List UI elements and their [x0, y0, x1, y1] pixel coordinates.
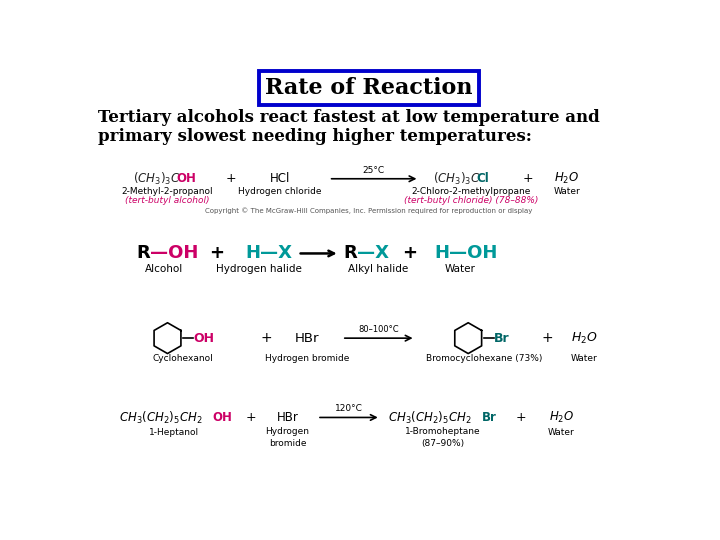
Text: primary slowest needing higher temperatures:: primary slowest needing higher temperatu…: [98, 128, 531, 145]
Text: Tertiary alcohols react fastest at low temperature and: Tertiary alcohols react fastest at low t…: [98, 110, 600, 126]
Text: HBr: HBr: [294, 332, 319, 345]
Text: Cyclohexanol: Cyclohexanol: [153, 354, 213, 363]
Text: OH: OH: [177, 172, 197, 185]
Text: (tert-butyl alcohol): (tert-butyl alcohol): [125, 196, 210, 205]
Text: 80–100°C: 80–100°C: [358, 325, 399, 334]
Text: —OH: —OH: [150, 245, 199, 262]
Text: 25°C: 25°C: [363, 166, 384, 175]
Text: Hydrogen
bromide: Hydrogen bromide: [266, 428, 310, 448]
Text: Alcohol: Alcohol: [145, 264, 183, 274]
Text: Copyright © The McGraw-Hill Companies, Inc. Permission required for reproduction: Copyright © The McGraw-Hill Companies, I…: [205, 207, 533, 214]
Text: $(CH_3)_3C$: $(CH_3)_3C$: [132, 171, 180, 187]
Text: Cl: Cl: [477, 172, 490, 185]
Text: 2-Chloro-2-methylpropane: 2-Chloro-2-methylpropane: [412, 187, 531, 197]
Text: Hydrogen bromide: Hydrogen bromide: [265, 354, 349, 363]
Text: +: +: [516, 411, 526, 424]
Text: 1-Bromoheptane
(87–90%): 1-Bromoheptane (87–90%): [405, 428, 480, 448]
Text: Water: Water: [445, 264, 476, 274]
Text: $H_2O$: $H_2O$: [571, 330, 598, 346]
Text: Br: Br: [494, 332, 510, 345]
Text: Alkyl halide: Alkyl halide: [348, 264, 408, 274]
Text: H—X: H—X: [245, 245, 292, 262]
Text: +: +: [209, 245, 224, 262]
Text: +: +: [402, 245, 418, 262]
Text: 120°C: 120°C: [335, 404, 363, 414]
Text: Rate of Reaction: Rate of Reaction: [265, 77, 473, 99]
Text: $CH_3(CH_2)_5CH_2$: $CH_3(CH_2)_5CH_2$: [388, 409, 472, 426]
Text: $H_2O$: $H_2O$: [549, 410, 574, 425]
Text: +: +: [246, 411, 256, 424]
Text: 1-Heptanol: 1-Heptanol: [148, 428, 199, 437]
Text: R: R: [343, 245, 357, 262]
Text: +: +: [261, 331, 272, 345]
Text: OH: OH: [193, 332, 214, 345]
Text: R: R: [137, 245, 150, 262]
Bar: [259, 71, 479, 105]
Text: OH: OH: [212, 411, 233, 424]
Text: +: +: [226, 172, 236, 185]
Text: H—OH: H—OH: [435, 245, 498, 262]
Text: Bromocyclohexane (73%): Bromocyclohexane (73%): [426, 354, 542, 363]
Text: 2-Methyl-2-propanol: 2-Methyl-2-propanol: [122, 187, 213, 197]
Text: HCl: HCl: [270, 172, 290, 185]
Text: Br: Br: [482, 411, 497, 424]
Text: Hydrogen halide: Hydrogen halide: [216, 264, 302, 274]
Text: Water: Water: [548, 428, 575, 437]
Text: (tert-butyl chloride) (78–88%): (tert-butyl chloride) (78–88%): [404, 196, 539, 205]
Text: Water: Water: [553, 187, 580, 197]
Text: Hydrogen chloride: Hydrogen chloride: [238, 187, 322, 197]
Text: +: +: [541, 331, 553, 345]
Text: $CH_3(CH_2)_5CH_2$: $CH_3(CH_2)_5CH_2$: [120, 409, 203, 426]
Text: Water: Water: [571, 354, 598, 363]
Text: HBr: HBr: [276, 411, 299, 424]
Text: +: +: [523, 172, 534, 185]
Text: $(CH_3)_3C$: $(CH_3)_3C$: [433, 171, 480, 187]
Text: $H_2O$: $H_2O$: [554, 171, 579, 186]
Text: —X: —X: [357, 245, 390, 262]
